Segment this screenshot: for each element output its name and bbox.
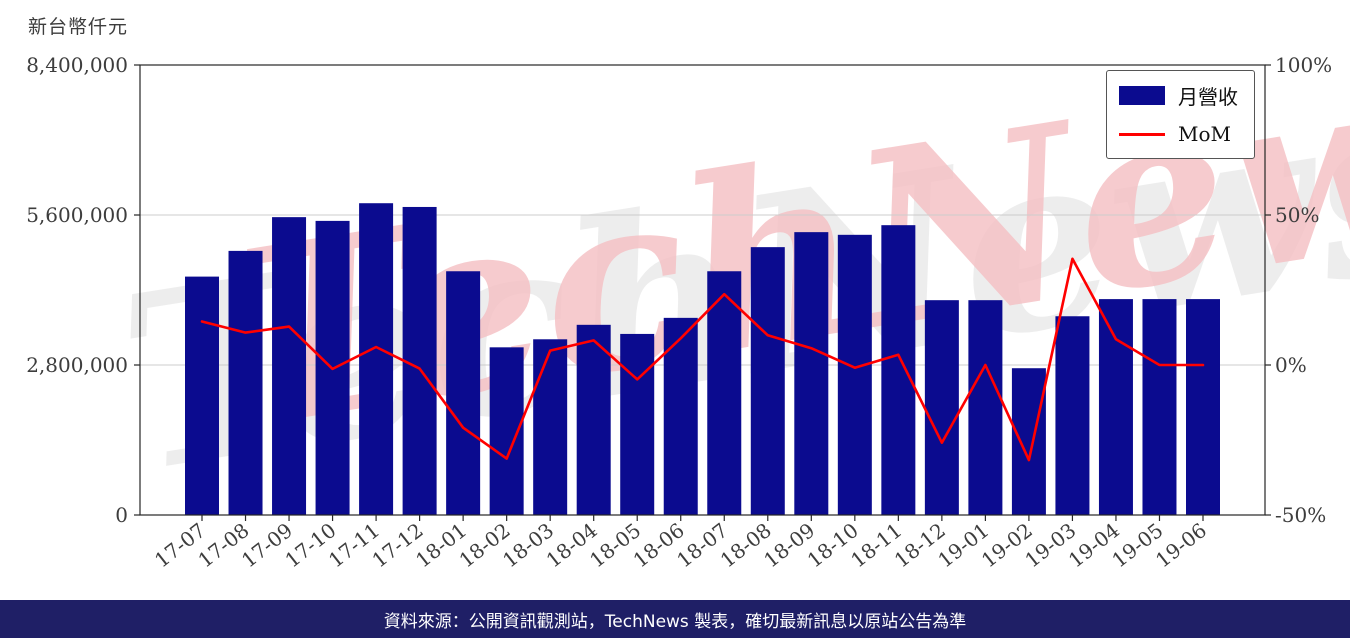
legend: 月營收 MoM	[1106, 70, 1255, 159]
legend-item-revenue: 月營收	[1119, 81, 1238, 110]
revenue-bar	[1186, 299, 1220, 515]
x-tick-label: 19-06	[1151, 518, 1211, 572]
footer-source-text: 資料來源：公開資訊觀測站，TechNews 製表，確切最新訊息以原站公告為準	[383, 611, 967, 632]
revenue-bar	[663, 317, 698, 515]
revenue-bar-swatch	[1119, 86, 1165, 105]
right-tick-label: 100%	[1275, 53, 1332, 77]
revenue-bar	[446, 271, 481, 515]
revenue-bar	[402, 206, 437, 515]
plot-border	[139, 64, 1266, 516]
revenue-bar	[707, 271, 742, 515]
revenue-bar	[359, 203, 394, 515]
y-axis-unit-label: 新台幣仟元	[28, 16, 129, 38]
revenue-bar	[228, 250, 263, 515]
right-tick-label: -50%	[1275, 503, 1326, 527]
revenue-bar	[837, 234, 872, 516]
legend-revenue-label: 月營收	[1178, 85, 1238, 109]
right-tick-label: 50%	[1275, 203, 1319, 227]
mom-line	[200, 257, 1205, 462]
revenue-bar	[794, 232, 829, 515]
revenue-bar	[576, 324, 611, 515]
left-tick-label: 0	[115, 503, 128, 527]
revenue-bar	[1098, 299, 1133, 515]
revenue-mom-chart: TechNewsTechNews02,800,0005,600,0008,400…	[26, 0, 1350, 572]
revenue-bar	[881, 225, 916, 515]
revenue-bar	[620, 333, 655, 515]
revenue-bar	[968, 300, 1003, 515]
revenue-bar	[750, 247, 785, 515]
revenue-bar	[1055, 316, 1090, 515]
footer-bar: 資料來源：公開資訊觀測站，TechNews 製表，確切最新訊息以原站公告為準	[0, 600, 1350, 638]
revenue-bar	[924, 300, 959, 515]
revenue-bar	[1011, 368, 1046, 515]
left-tick-label: 8,400,000	[26, 53, 128, 77]
left-tick-label: 2,800,000	[26, 353, 128, 377]
legend-mom-label: MoM	[1178, 122, 1231, 146]
revenue-bar	[272, 217, 307, 515]
left-tick-label: 5,600,000	[26, 203, 128, 227]
legend-item-mom: MoM	[1119, 122, 1238, 146]
right-tick-label: 0%	[1275, 353, 1307, 377]
revenue-bar	[533, 339, 568, 515]
mom-line-swatch	[1119, 132, 1165, 136]
revenue-bar	[185, 276, 219, 515]
revenue-bar	[1142, 299, 1177, 515]
